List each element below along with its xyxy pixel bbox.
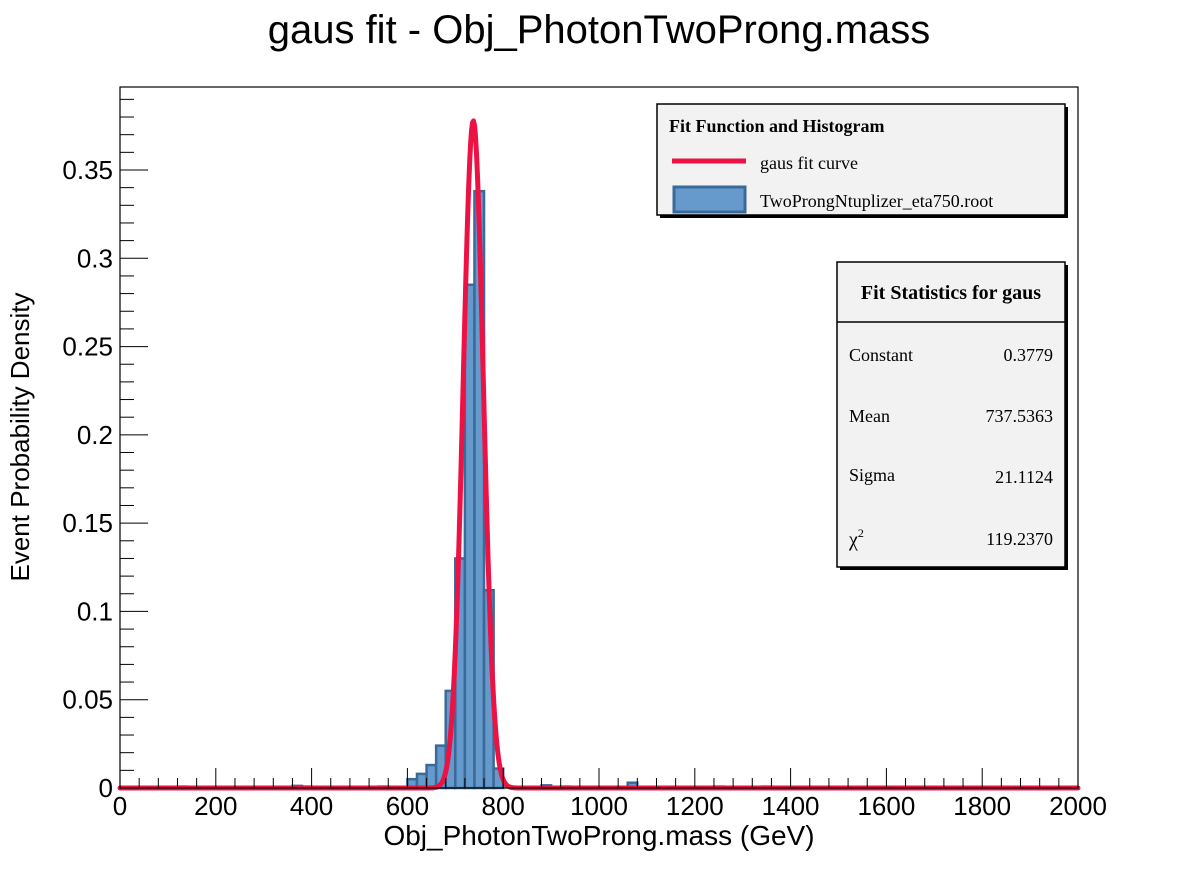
y-tick-label: 0.3 (77, 243, 113, 273)
x-tick-label: 1000 (570, 791, 628, 821)
x-axis-label: Obj_PhotonTwoProng.mass (GeV) (383, 820, 814, 851)
x-tick-label: 0 (113, 791, 127, 821)
x-tick-label: 1600 (857, 791, 915, 821)
stats-value-chi2: 119.2370 (986, 529, 1053, 549)
x-tick-label: 1200 (666, 791, 724, 821)
stats-value-mean: 737.5363 (986, 406, 1054, 426)
stats-box: Fit Statistics for gaus Constant 0.3779 … (836, 261, 1068, 570)
y-tick-label: 0.05 (62, 685, 113, 715)
stats-panel (836, 261, 1066, 568)
stats-chi-symbol: χ (848, 529, 858, 551)
stats-title: Fit Statistics for gaus (861, 282, 1041, 304)
legend-title: Fit Function and Histogram (669, 116, 885, 136)
stats-value-constant: 0.3779 (1004, 345, 1054, 365)
legend-hist-swatch (672, 185, 747, 214)
y-tick-label: 0.1 (77, 596, 113, 626)
x-tick-label: 600 (386, 791, 429, 821)
y-tick-label: 0.25 (62, 332, 113, 362)
stats-label-chi2: χ2 (848, 526, 864, 551)
histogram-bin (425, 763, 438, 790)
legend: Fit Function and Histogram gaus fit curv… (656, 103, 1068, 218)
stats-label-mean: Mean (849, 406, 890, 426)
stats-chi-sup: 2 (858, 526, 864, 540)
histogram-bin (463, 283, 476, 790)
y-axis-label: Event Probability Density (5, 292, 35, 581)
axes: 0 200 400 600 800 1000 1200 1400 1600 1800 2000 0 0.… (62, 98, 1107, 821)
stats-value-sigma: 21.1124 (995, 467, 1053, 487)
histogram (166, 189, 773, 790)
x-tick-label: 800 (482, 791, 525, 821)
y-tick-label: 0.35 (62, 155, 113, 185)
legend-fit-label: gaus fit curve (760, 153, 858, 173)
x-tick-label: 400 (290, 791, 333, 821)
y-tick-label: 0.15 (62, 508, 113, 538)
y-tick-label: 0.2 (77, 420, 113, 450)
stats-label-constant: Constant (849, 345, 913, 365)
x-tick-label: 1400 (762, 791, 820, 821)
y-tick-label: 0 (99, 773, 113, 803)
x-tick-label: 200 (194, 791, 237, 821)
x-tick-label: 2000 (1049, 791, 1107, 821)
x-tick-label: 1800 (953, 791, 1011, 821)
chart-title: gaus fit - Obj_PhotonTwoProng.mass (268, 8, 931, 52)
legend-hist-label: TwoProngNtuplizer_eta750.root (760, 191, 993, 211)
stats-label-sigma: Sigma (849, 465, 895, 485)
